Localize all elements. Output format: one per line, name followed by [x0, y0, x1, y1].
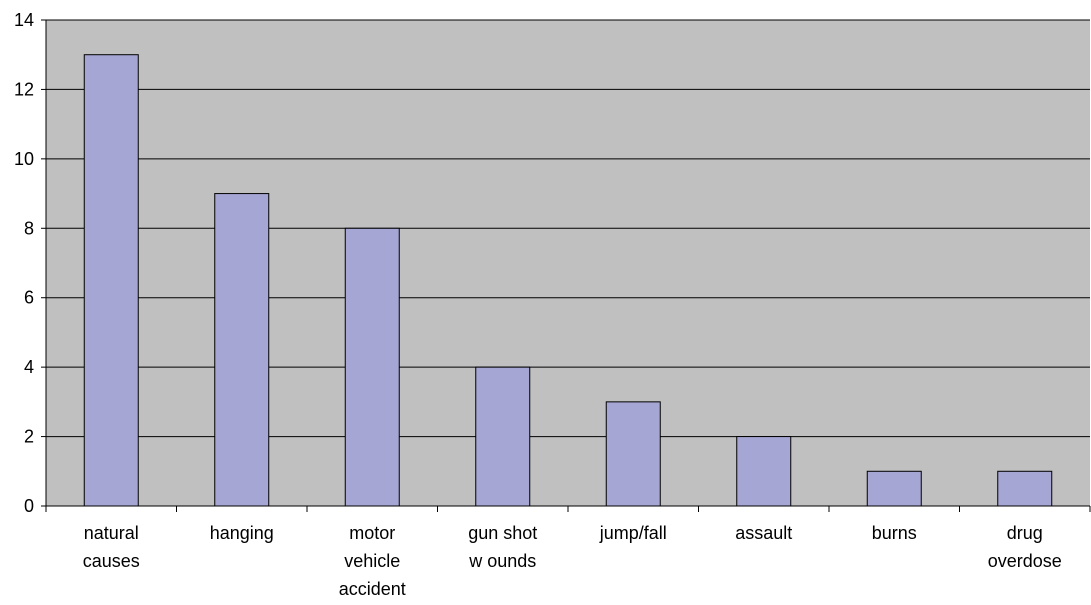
bar [214, 193, 270, 507]
x-category-label: jump/fall [599, 523, 667, 543]
x-category-label: motor [349, 523, 395, 543]
plot-area [46, 20, 1090, 506]
x-category-label: w ounds [468, 551, 536, 571]
y-tick-label: 0 [24, 496, 34, 516]
bar [475, 366, 531, 507]
y-tick-label: 8 [24, 218, 34, 238]
bar [997, 470, 1053, 507]
x-category-label: accident [339, 579, 406, 599]
bar [605, 401, 661, 507]
bar [736, 436, 792, 507]
bar [344, 227, 400, 507]
y-tick-label: 12 [14, 79, 34, 99]
bar [83, 54, 139, 507]
y-axis-ticks: 0 2 4 6 8 10 12 14 [14, 10, 46, 516]
y-tick-label: 2 [24, 427, 34, 447]
y-tick-label: 10 [14, 149, 34, 169]
bar [866, 470, 922, 507]
x-category-label: causes [83, 551, 140, 571]
x-category-label: natural [84, 523, 139, 543]
bars [83, 54, 1053, 507]
x-axis-labels: natural causes hanging motor vehicle accident… [83, 523, 1062, 599]
y-tick-label: 4 [24, 357, 34, 377]
y-tick-label: 6 [24, 288, 34, 308]
axes [45, 20, 1091, 512]
x-category-label: gun shot [468, 523, 537, 543]
x-category-label: burns [872, 523, 917, 543]
y-tick-label: 14 [14, 10, 34, 30]
x-category-label: overdose [988, 551, 1062, 571]
x-category-label: drug [1007, 523, 1043, 543]
x-category-label: vehicle [344, 551, 400, 571]
x-category-label: assault [735, 523, 792, 543]
x-category-label: hanging [210, 523, 274, 543]
